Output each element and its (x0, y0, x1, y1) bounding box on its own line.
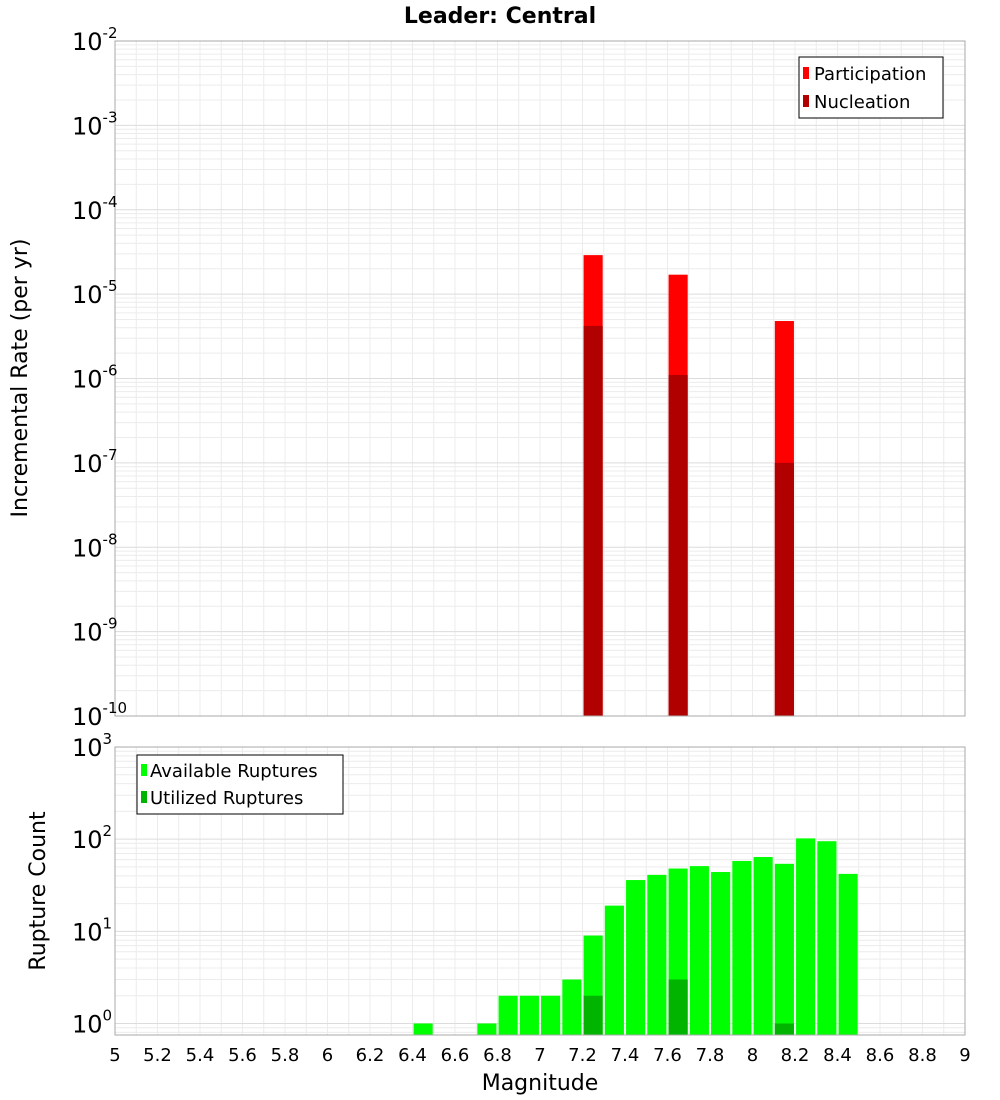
x-tick-label: 5 (109, 1045, 120, 1066)
legend-available-swatch (141, 764, 147, 776)
top-y-tick-label: 10-2 (72, 24, 118, 56)
top-y-tick-label: 10-3 (72, 108, 118, 140)
bottom-bar-available-ruptures (711, 872, 731, 1035)
x-tick-label: 6.6 (441, 1045, 470, 1066)
bottom-panel: 103 102 101 100 5 5.2 5.4 5.6 5.8 6 6.2 6.4 6.6 6.8 7… (26, 730, 971, 1096)
top-y-tick-label: 10-6 (72, 362, 118, 394)
bottom-bar-utilized-ruptures (668, 979, 688, 1035)
legend-nucleation-swatch (803, 95, 809, 107)
bottom-bar-available-ruptures (647, 874, 667, 1035)
bottom-bar-available-ruptures (753, 857, 773, 1035)
x-tick-label: 8.2 (781, 1045, 810, 1066)
legend-available-label: Available Ruptures (150, 761, 318, 782)
top-y-tick-label: 10-8 (72, 530, 118, 562)
bottom-bar-available-ruptures (838, 873, 858, 1035)
x-tick-label: 7.2 (568, 1045, 597, 1066)
x-tick-label: 8 (747, 1045, 758, 1066)
top-bar-nucleation (583, 325, 603, 716)
top-grid (114, 41, 966, 717)
x-tick-label: 9 (959, 1045, 970, 1066)
top-legend-box (798, 56, 944, 119)
bottom-bar-available-ruptures (817, 841, 837, 1035)
bottom-bars (413, 838, 858, 1035)
legend-participation-label: Participation (814, 64, 926, 85)
bottom-bar-utilized-ruptures (583, 995, 603, 1035)
x-tick-label: 7.6 (653, 1045, 682, 1066)
bottom-y-tick-label: 101 (72, 914, 112, 946)
bottom-y-tick-label: 102 (72, 822, 112, 854)
bottom-y-ticks: 103 102 101 100 (72, 730, 112, 1038)
legend-utilized-label: Utilized Ruptures (150, 788, 303, 809)
x-tick-label: 5.4 (186, 1045, 215, 1066)
top-y-ticks: 10-2 10-3 10-4 10-5 10-6 10-7 10-8 10-9 10-10 (72, 24, 127, 731)
bottom-plot-frame (114, 746, 966, 1036)
bottom-y-tick-label: 103 (72, 730, 112, 762)
bottom-y-axis-label: Rupture Count (26, 811, 51, 971)
bottom-legend-box (136, 754, 344, 815)
x-tick-label: 6.2 (356, 1045, 385, 1066)
top-plot-frame (114, 40, 966, 717)
legend-utilized-swatch (141, 791, 147, 803)
x-tick-label: 8.8 (908, 1045, 937, 1066)
x-axis-label: Magnitude (482, 1071, 599, 1096)
bottom-bar-available-ruptures (626, 880, 646, 1035)
x-tick-label: 6.8 (483, 1045, 512, 1066)
bottom-legend: Available Ruptures Utilized Ruptures (136, 754, 344, 815)
x-tick-label: 8.4 (823, 1045, 852, 1066)
top-y-tick-label: 10-4 (72, 193, 118, 225)
top-legend: Participation Nucleation (798, 56, 944, 119)
bottom-bar-available-ruptures (796, 838, 816, 1035)
x-tick-label: 7 (534, 1045, 545, 1066)
bottom-bar-utilized-ruptures (774, 1023, 794, 1035)
x-tick-label: 5.8 (271, 1045, 300, 1066)
x-tick-label: 8.6 (866, 1045, 895, 1066)
bottom-bar-available-ruptures (541, 995, 561, 1035)
top-bar-nucleation (668, 375, 688, 716)
x-tick-label: 7.8 (696, 1045, 725, 1066)
top-y-tick-label: 10-7 (72, 446, 118, 478)
x-tick-label: 5.6 (228, 1045, 257, 1066)
bottom-bar-available-ruptures (477, 1023, 497, 1035)
bottom-bar-available-ruptures (519, 995, 539, 1035)
legend-participation-swatch (803, 67, 809, 79)
bottom-bar-available-ruptures (413, 1023, 433, 1035)
top-y-tick-label: 10-10 (72, 699, 127, 731)
bottom-bar-available-ruptures (774, 863, 794, 1035)
bottom-y-tick-label: 100 (72, 1006, 112, 1038)
bottom-bar-available-ruptures (689, 866, 709, 1035)
chart-title: Leader: Central (404, 4, 596, 29)
bottom-bar-available-ruptures (604, 905, 624, 1035)
x-ticks: 5 5.2 5.4 5.6 5.8 6 6.2 6.4 6.6 6.8 7 7.2 7.4 7.6 7.8 8… (109, 1045, 970, 1066)
legend-nucleation-label: Nucleation (814, 92, 910, 113)
x-tick-label: 5.2 (143, 1045, 172, 1066)
top-y-tick-label: 10-5 (72, 277, 118, 309)
x-tick-label: 6 (322, 1045, 333, 1066)
x-tick-label: 7.4 (611, 1045, 640, 1066)
top-bar-nucleation (774, 462, 794, 716)
bottom-bar-available-ruptures (562, 979, 582, 1035)
x-tick-label: 6.4 (398, 1045, 427, 1066)
top-panel: 10-2 10-3 10-4 10-5 10-6 10-7 10-8 10-9 10-10 In… (8, 24, 966, 731)
top-y-axis-label: Incremental Rate (per yr) (8, 239, 33, 518)
bottom-bar-available-ruptures (732, 860, 752, 1035)
top-y-tick-label: 10-9 (72, 615, 118, 647)
bottom-bar-available-ruptures (498, 995, 518, 1035)
top-bars (583, 255, 794, 716)
